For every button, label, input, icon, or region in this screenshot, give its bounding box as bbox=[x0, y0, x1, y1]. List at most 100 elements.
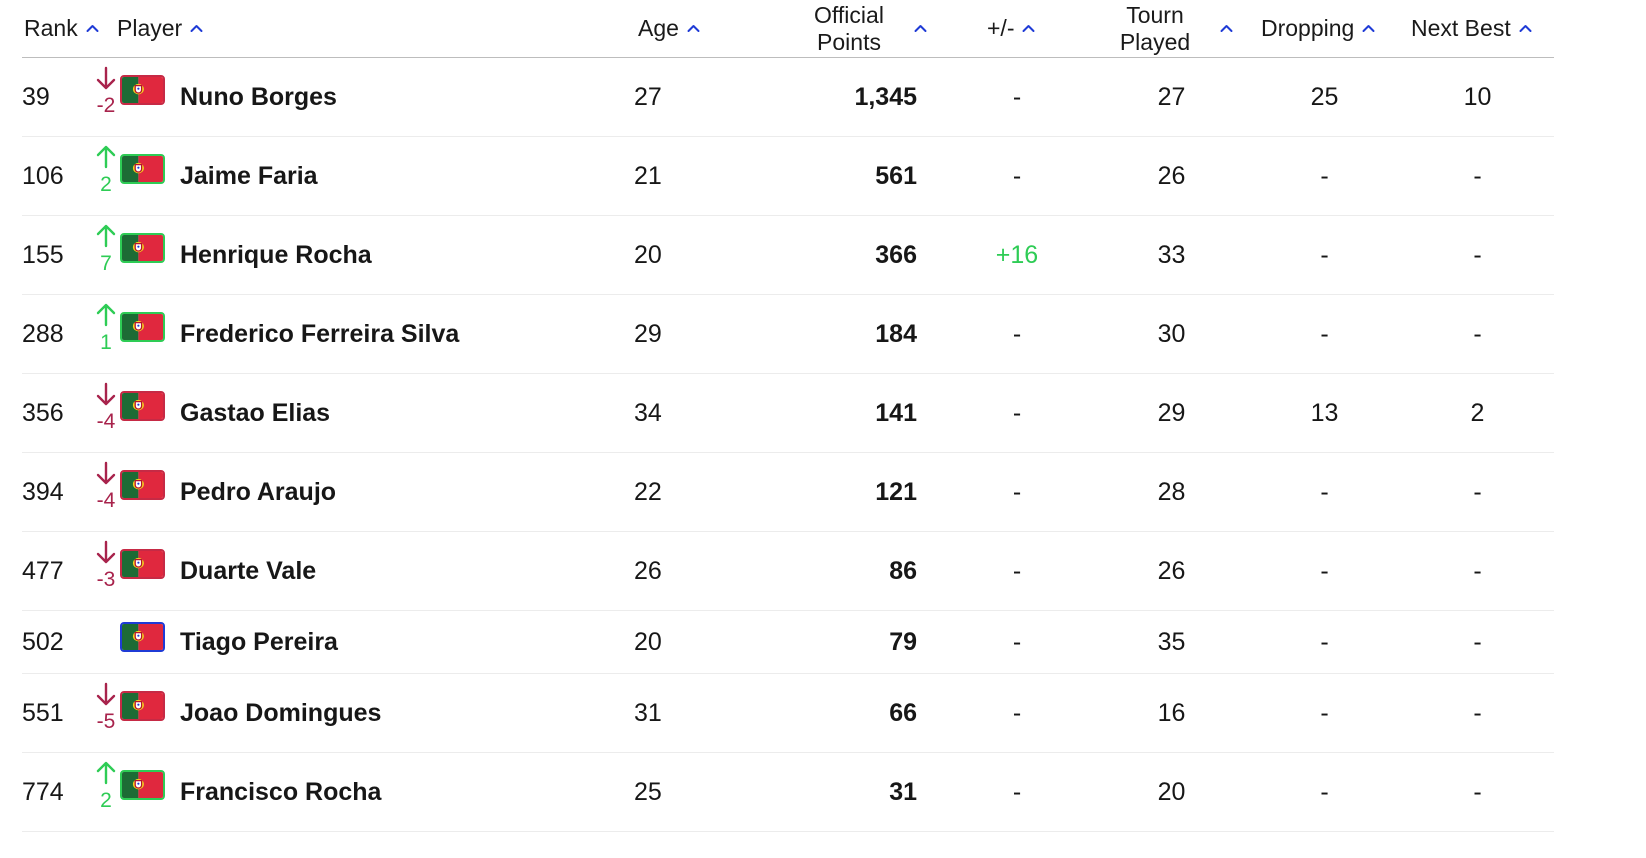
sort-caret-icon bbox=[1519, 22, 1532, 35]
age-value: 27 bbox=[634, 82, 662, 111]
sort-caret-icon bbox=[1362, 22, 1375, 35]
rank-value: 288 bbox=[22, 319, 64, 348]
rank-change bbox=[92, 611, 120, 673]
points-value: 66 bbox=[889, 698, 917, 727]
plusminus-value: - bbox=[1012, 777, 1022, 806]
table-header: Rank Player Age Official Points +/- Tour… bbox=[22, 0, 1554, 58]
rank-movement: 7 bbox=[100, 252, 112, 275]
points-value: 141 bbox=[875, 398, 917, 427]
plusminus-value: - bbox=[1012, 556, 1022, 585]
points-value: 184 bbox=[875, 319, 917, 348]
next-best-value: - bbox=[1473, 319, 1482, 348]
next-best-value: 10 bbox=[1463, 82, 1492, 111]
sort-age-header[interactable]: Age bbox=[638, 0, 700, 57]
plusminus-value: - bbox=[1012, 398, 1022, 427]
player-name-link[interactable]: Nuno Borges bbox=[180, 82, 337, 111]
rank-value: 356 bbox=[22, 398, 64, 427]
sort-player-header[interactable]: Player bbox=[117, 0, 203, 57]
rank-value: 394 bbox=[22, 477, 64, 506]
tourn-played-value: 27 bbox=[1157, 82, 1186, 111]
rank-down-arrow-icon bbox=[95, 461, 117, 485]
plusminus-value: - bbox=[1012, 161, 1022, 190]
next-best-value: - bbox=[1473, 627, 1482, 656]
table-row[interactable]: 477 -3 Duarte Vale 26 86 - 26 - - bbox=[22, 532, 1554, 611]
player-name-link[interactable]: Pedro Araujo bbox=[180, 477, 337, 506]
points-header-line2: Points bbox=[817, 28, 881, 55]
sort-tourn-played-header[interactable]: Tourn Played bbox=[1115, 0, 1233, 57]
table-row[interactable]: 288 1 Frederico Ferreira Silva 29 184 - 30 - - bbox=[22, 295, 1554, 374]
points-value: 79 bbox=[889, 627, 917, 656]
player-name-link[interactable]: Henrique Rocha bbox=[180, 240, 372, 269]
sort-caret-icon bbox=[1022, 22, 1035, 35]
tourn-played-value: 26 bbox=[1157, 556, 1186, 585]
table-row[interactable]: 774 2 Francisco Rocha 25 31 - 20 - - bbox=[22, 753, 1554, 832]
table-row[interactable]: 356 -4 Gastao Elias 34 141 - 29 13 2 bbox=[22, 374, 1554, 453]
plusminus-header-label: +/- bbox=[987, 15, 1015, 41]
rank-value: 774 bbox=[22, 777, 64, 806]
tourn-played-value: 26 bbox=[1157, 161, 1186, 190]
rank-header-label: Rank bbox=[24, 15, 78, 41]
sort-caret-icon bbox=[86, 22, 99, 35]
rank-movement: 2 bbox=[100, 173, 112, 196]
rank-value: 155 bbox=[22, 240, 64, 269]
portugal-flag-icon bbox=[120, 549, 165, 579]
sort-caret-icon bbox=[687, 22, 700, 35]
sort-plusminus-header[interactable]: +/- bbox=[987, 0, 1035, 57]
sort-points-header[interactable]: Official Points bbox=[800, 0, 927, 57]
plusminus-value: - bbox=[1012, 82, 1022, 111]
tourn-played-value: 33 bbox=[1157, 240, 1186, 269]
next-best-value: 2 bbox=[1470, 398, 1485, 427]
table-row[interactable]: 155 7 Henrique Rocha 20 366 +16 33 - - bbox=[22, 216, 1554, 295]
dropping-value: - bbox=[1320, 240, 1329, 269]
player-name-link[interactable]: Jaime Faria bbox=[180, 161, 318, 190]
plusminus-value: - bbox=[1012, 698, 1022, 727]
player-name-link[interactable]: Duarte Vale bbox=[180, 556, 317, 585]
dropping-value: - bbox=[1320, 477, 1329, 506]
next-best-value: - bbox=[1473, 477, 1482, 506]
table-row[interactable]: 502 Tiago Pereira 20 79 - 35 - - bbox=[22, 611, 1554, 674]
rank-movement: -2 bbox=[96, 94, 116, 117]
rank-movement: -5 bbox=[96, 710, 116, 733]
dropping-value: - bbox=[1320, 161, 1329, 190]
rank-change: -3 bbox=[92, 532, 120, 610]
points-value: 86 bbox=[889, 556, 917, 585]
rank-movement: 1 bbox=[100, 331, 112, 354]
tourn-header-label: Tourn Played bbox=[1115, 2, 1195, 56]
sort-rank-header[interactable]: Rank bbox=[24, 0, 99, 57]
age-value: 25 bbox=[634, 777, 662, 806]
sort-caret-icon bbox=[1220, 22, 1233, 35]
portugal-flag-icon bbox=[120, 391, 165, 421]
table-body: 39 -2 Nuno Borges 27 1,345-27 25 10 106 2 Jaime F… bbox=[22, 58, 1554, 832]
rank-value: 502 bbox=[22, 627, 64, 656]
age-value: 29 bbox=[634, 319, 662, 348]
rank-up-arrow-icon bbox=[95, 761, 117, 785]
rank-up-arrow-icon bbox=[95, 145, 117, 169]
dropping-value: 25 bbox=[1310, 82, 1339, 111]
rank-value: 551 bbox=[22, 698, 64, 727]
age-value: 20 bbox=[634, 627, 662, 656]
next-best-value: - bbox=[1473, 161, 1482, 190]
tourn-played-value: 29 bbox=[1157, 398, 1186, 427]
points-header-label: Official Points bbox=[800, 2, 898, 56]
plusminus-value: +16 bbox=[995, 240, 1039, 269]
player-name-link[interactable]: Tiago Pereira bbox=[180, 627, 338, 656]
player-name-link[interactable]: Gastao Elias bbox=[180, 398, 331, 427]
sort-dropping-header[interactable]: Dropping bbox=[1261, 0, 1375, 57]
rank-change: -4 bbox=[92, 374, 120, 452]
tourn-played-value: 16 bbox=[1157, 698, 1186, 727]
rank-change: 7 bbox=[92, 216, 120, 294]
rank-down-arrow-icon bbox=[95, 382, 117, 406]
portugal-flag-icon bbox=[120, 154, 165, 184]
table-row[interactable]: 394 -4 Pedro Araujo 22 121 - 28 - - bbox=[22, 453, 1554, 532]
sort-next-best-header[interactable]: Next Best bbox=[1411, 0, 1532, 57]
player-name-link[interactable]: Joao Domingues bbox=[180, 698, 382, 727]
player-name-link[interactable]: Frederico Ferreira Silva bbox=[180, 319, 460, 348]
table-row[interactable]: 551 -5 Joao Domingues 31 66 - 16 - - bbox=[22, 674, 1554, 753]
portugal-flag-icon bbox=[120, 470, 165, 500]
player-name-link[interactable]: Francisco Rocha bbox=[180, 777, 382, 806]
portugal-flag-icon bbox=[120, 622, 165, 652]
table-row[interactable]: 39 -2 Nuno Borges 27 1,345 - 27 25 10 bbox=[22, 58, 1554, 137]
table-row[interactable]: 106 2 Jaime Faria 21 561 - 26 - - bbox=[22, 137, 1554, 216]
rankings-table: Rank Player Age Official Points +/- Tour… bbox=[22, 0, 1554, 832]
sort-caret-icon bbox=[190, 22, 203, 35]
